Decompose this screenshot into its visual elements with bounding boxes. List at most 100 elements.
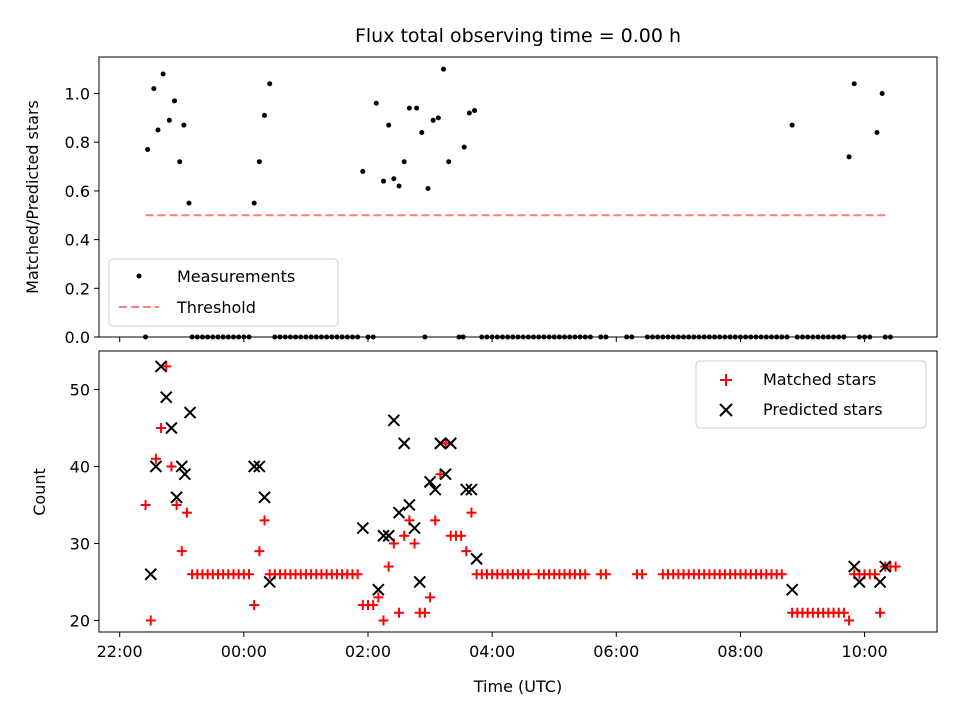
top-ylabel: Matched/Predicted stars: [23, 100, 42, 294]
top-axes-frame: [98, 56, 938, 338]
measurement-point: [406, 105, 412, 111]
matched-star-point: [890, 561, 901, 572]
predicted-star-point: [465, 483, 478, 496]
legend-matched-marker: [720, 374, 732, 386]
legend-threshold-label: Threshold: [176, 298, 256, 317]
predicted-star-point: [460, 483, 473, 496]
matched-star-point: [171, 499, 182, 510]
predicted-star-point: [356, 521, 370, 535]
predicted-star-point: [397, 437, 411, 450]
measurement-point: [461, 144, 467, 150]
matched-star-point: [394, 607, 405, 618]
predicted-star-point: [408, 521, 421, 535]
measurement-point: [256, 159, 262, 165]
predicted-star-point: [149, 460, 163, 473]
measurement-point: [166, 117, 172, 123]
x-tick-label: 22:00: [97, 642, 143, 661]
matched-star-point: [166, 461, 177, 472]
predicted-star-point: [253, 460, 266, 473]
predicted-star-point: [853, 575, 866, 589]
y-tick-label: 0.2: [65, 279, 90, 298]
matched-star-point: [161, 361, 172, 372]
measurement-point: [419, 129, 425, 135]
measurement-point: [414, 105, 420, 111]
matched-star-point: [176, 546, 187, 557]
bottom-legend-box: [695, 360, 927, 429]
predicted-star-point: [377, 529, 390, 542]
matched-star-point: [156, 422, 167, 433]
matched-star-point: [259, 515, 270, 526]
measurement-point: [435, 115, 441, 121]
predicted-star-point: [263, 575, 276, 589]
measurement-point: [425, 185, 431, 191]
predicted-star-point: [785, 583, 799, 596]
top-legend: Measurements Threshold: [108, 258, 339, 327]
x-tick-label: 04:00: [469, 642, 515, 661]
measurement-point: [789, 122, 795, 128]
top-legend-box: [108, 258, 339, 327]
measurement-point: [446, 159, 452, 165]
matched-star-point: [637, 569, 648, 580]
predicted-star-point: [403, 498, 416, 512]
y-tick-label: 0.8: [65, 133, 90, 152]
predicted-star-point: [439, 467, 452, 481]
matched-star-point: [249, 600, 260, 611]
matched-star-point: [150, 453, 161, 464]
predicted-star-point: [413, 575, 426, 589]
matched-star-point: [875, 607, 886, 618]
legend-measurements-marker: [136, 273, 142, 279]
x-tick-label: 00:00: [221, 642, 267, 661]
y-tick-label: 0.0: [65, 328, 90, 347]
predicted-star-point: [165, 421, 178, 435]
matched-star-point: [378, 615, 389, 626]
matched-star-point: [435, 469, 446, 480]
matched-star-point: [430, 515, 441, 526]
matched-star-point: [368, 600, 379, 611]
predicted-star-point: [387, 414, 401, 427]
bottom-panel: 20 30 40 50 22:00 00:00 02:00 04:00 06:00 08:00 1…: [30, 350, 938, 696]
predicted-star-point: [170, 491, 183, 504]
bottom-legend: Matched stars Predicted stars: [695, 360, 927, 429]
predicted-star-point: [175, 460, 188, 473]
matched-star-point: [580, 569, 591, 580]
predicted-star-point: [470, 552, 483, 566]
predicted-star-point: [392, 506, 406, 519]
measurement-point: [441, 66, 447, 72]
predicted-star-point: [423, 475, 437, 489]
measurement-point: [160, 71, 166, 77]
matched-star-point: [466, 507, 477, 518]
predicted-star-point: [178, 467, 192, 481]
predicted-star-point: [879, 560, 892, 573]
matched-star-point: [352, 569, 363, 580]
matched-star-point: [523, 569, 534, 580]
predicted-star-point: [372, 583, 385, 596]
measurement-point: [874, 129, 880, 135]
x-tick-label: 06:00: [593, 642, 639, 661]
top-panel: 0.0 0.2 0.4 0.6 0.8 1.0 Matched/Predicted sta…: [23, 56, 938, 347]
chart-title: Flux total observing time = 0.00 h: [355, 25, 681, 47]
matched-star-point: [844, 615, 855, 626]
y-tick-label: 20: [70, 611, 90, 630]
predicted-star-point: [258, 491, 271, 504]
matched-star-point: [254, 546, 265, 557]
matched-star-point: [440, 438, 451, 449]
predicted-star-point: [154, 360, 168, 373]
measurement-point: [851, 81, 857, 87]
y-tick-label: 30: [70, 534, 90, 553]
matched-star-point: [419, 607, 430, 618]
measurement-point: [181, 122, 187, 128]
matched-star-point: [145, 615, 156, 626]
x-tick-label: 10:00: [842, 642, 888, 661]
legend-matched-label: Matched stars: [763, 370, 876, 389]
bottom-ylabel: Count: [30, 468, 49, 516]
legend-predicted-label: Predicted stars: [763, 400, 883, 419]
matched-star-point: [244, 569, 255, 580]
measurement-point: [401, 159, 407, 165]
predicted-star-point: [434, 437, 447, 450]
predicted-star-point: [160, 390, 173, 404]
bottom-axes-frame: [98, 350, 938, 633]
measurement-point: [386, 122, 392, 128]
y-tick-label: 40: [70, 457, 90, 476]
y-tick-label: 1.0: [65, 85, 90, 104]
matched-star-point: [399, 530, 410, 541]
